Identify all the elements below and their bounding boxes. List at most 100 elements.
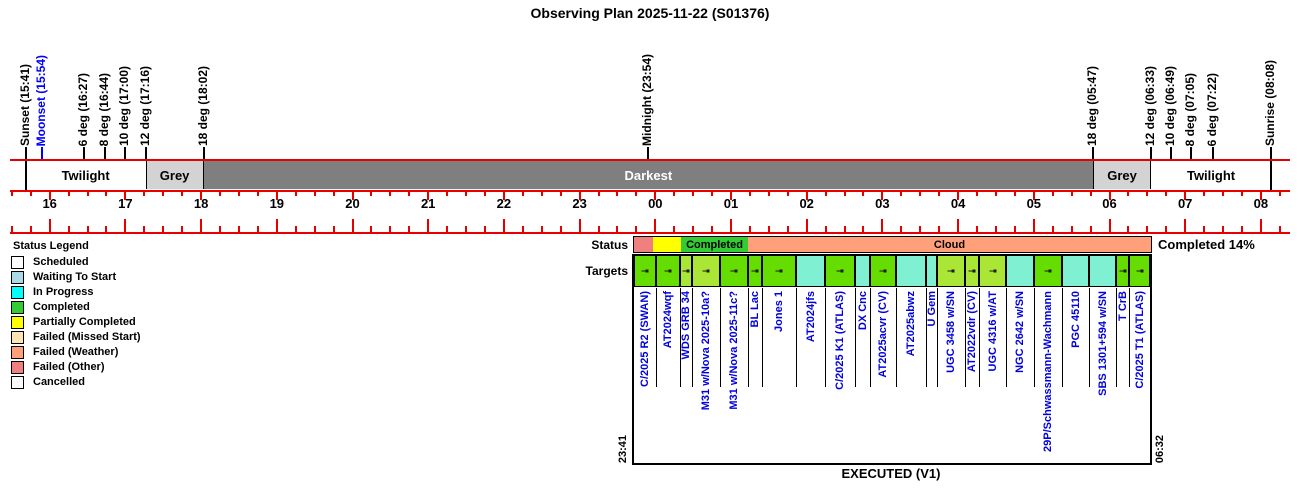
ruler-tick-top [1051, 192, 1054, 196]
page-title: Observing Plan 2025-11-22 (S01376) [530, 5, 770, 21]
target-marker-icon [730, 269, 738, 274]
ruler-tick-bottom [313, 226, 316, 232]
status-segment [653, 237, 681, 252]
status-segment: Cloud [748, 237, 1151, 252]
event-label: 10 deg (17:00) [117, 65, 132, 146]
event-tick [1269, 147, 1272, 159]
ruler-tick-bottom [483, 226, 486, 232]
target-cell[interactable] [1129, 255, 1150, 287]
ruler-tick-top [67, 192, 70, 196]
event-tick [1190, 147, 1193, 159]
target-marker-icon [879, 269, 887, 274]
target-cell[interactable] [1006, 255, 1034, 287]
legend-swatch [11, 331, 24, 344]
target-label: AT2024jfs [804, 291, 817, 343]
event-tick [1150, 147, 1153, 159]
hour-label: 19 [269, 196, 285, 211]
ruler-tick-bottom [446, 226, 449, 232]
target-cell[interactable] [1062, 255, 1089, 287]
ruler-tick-top [29, 192, 32, 196]
ruler-tick-bottom [635, 226, 638, 232]
target-cell[interactable] [937, 255, 965, 287]
target-column-separator [979, 288, 980, 387]
target-column-separator [855, 288, 856, 387]
ruler-line-mid [10, 190, 1290, 192]
target-cell[interactable] [1034, 255, 1062, 287]
band-twilight-0 [25, 161, 146, 189]
ruler-tick-bottom [1222, 226, 1225, 232]
ruler-tick-top [332, 192, 335, 196]
band-boundary-line [24, 161, 27, 190]
target-cell[interactable] [926, 255, 937, 287]
ruler-tick-bottom [408, 226, 411, 232]
target-label: Jones 1 [773, 291, 785, 332]
target-cell[interactable] [896, 255, 926, 287]
target-label: C/2025 R2 (SWAN) [639, 291, 651, 387]
ruler-tick-bottom [1278, 226, 1281, 232]
band-label: Twilight [61, 167, 110, 183]
ruler-tick-bottom [48, 219, 51, 232]
ruler-tick-top [1259, 192, 1262, 200]
ruler-tick-top [1127, 192, 1130, 196]
ruler-tick-bottom [862, 226, 865, 232]
target-cell[interactable] [748, 255, 762, 287]
target-cell[interactable] [762, 255, 796, 287]
ruler-tick-bottom [597, 226, 600, 232]
ruler-tick-bottom [919, 226, 922, 232]
ruler-tick-bottom [957, 219, 960, 232]
target-cell[interactable] [855, 255, 870, 287]
hour-label: 02 [799, 196, 814, 211]
ruler-tick-bottom [900, 226, 903, 232]
target-cell[interactable] [680, 255, 692, 287]
target-label: 29P/Schwassmann-Wachmann [1042, 291, 1054, 452]
target-marker-icon [968, 269, 976, 274]
ruler-tick-top [805, 192, 808, 200]
target-column-separator [1089, 288, 1090, 387]
ruler-tick-top [181, 192, 184, 196]
target-cell[interactable] [965, 255, 979, 287]
ruler-tick-bottom [1070, 226, 1073, 232]
target-label: M31 w/Nova 2025-10a? [700, 291, 712, 411]
ruler-tick-bottom [181, 226, 184, 232]
target-cell[interactable] [692, 255, 720, 287]
ruler-tick-bottom [465, 226, 468, 232]
target-cell[interactable] [796, 255, 825, 287]
ruler-tick-top [578, 192, 581, 200]
ruler-tick-bottom [616, 226, 619, 232]
ruler-tick-bottom [994, 226, 997, 232]
event-label: Sunset (15:41) [17, 63, 32, 146]
event-label: Moonset (15:54) [34, 54, 49, 146]
target-cell[interactable] [870, 255, 896, 287]
event-label: Midnight (23:54) [639, 54, 654, 146]
ruler-tick-top [673, 192, 676, 196]
target-column-separator [926, 288, 927, 387]
ruler-tick-bottom [1108, 219, 1111, 232]
ruler-tick-bottom [805, 219, 808, 232]
hour-label: 00 [648, 196, 663, 211]
ruler-tick-top [862, 192, 865, 196]
target-cell[interactable] [979, 255, 1006, 287]
band-twilight-4 [1151, 161, 1271, 189]
target-label: NGC 2642 w/SN [1014, 291, 1026, 373]
ruler-tick-top [976, 192, 979, 196]
target-cell[interactable] [1116, 255, 1129, 287]
legend-item-label: Failed (Other) [33, 361, 105, 373]
target-cell[interactable] [656, 255, 680, 287]
ruler-tick-top [1278, 192, 1281, 196]
ruler-tick-bottom [1203, 226, 1206, 232]
ruler-tick-top [654, 192, 657, 200]
ruler-tick-top [1089, 192, 1092, 196]
target-cell[interactable] [720, 255, 748, 287]
ruler-tick-top [389, 192, 392, 196]
target-cell[interactable] [1089, 255, 1116, 287]
hour-label: 08 [1253, 196, 1269, 211]
ruler-tick-bottom [824, 226, 827, 232]
target-label: AT2022vdr (CV) [966, 291, 978, 373]
target-cell[interactable] [825, 255, 855, 287]
ruler-tick-bottom [654, 219, 657, 232]
ruler-tick-top [483, 192, 486, 196]
target-marker-icon [836, 269, 844, 274]
ruler-tick-top [256, 192, 259, 196]
target-cell[interactable] [634, 255, 656, 287]
ruler-tick-bottom [502, 219, 505, 232]
